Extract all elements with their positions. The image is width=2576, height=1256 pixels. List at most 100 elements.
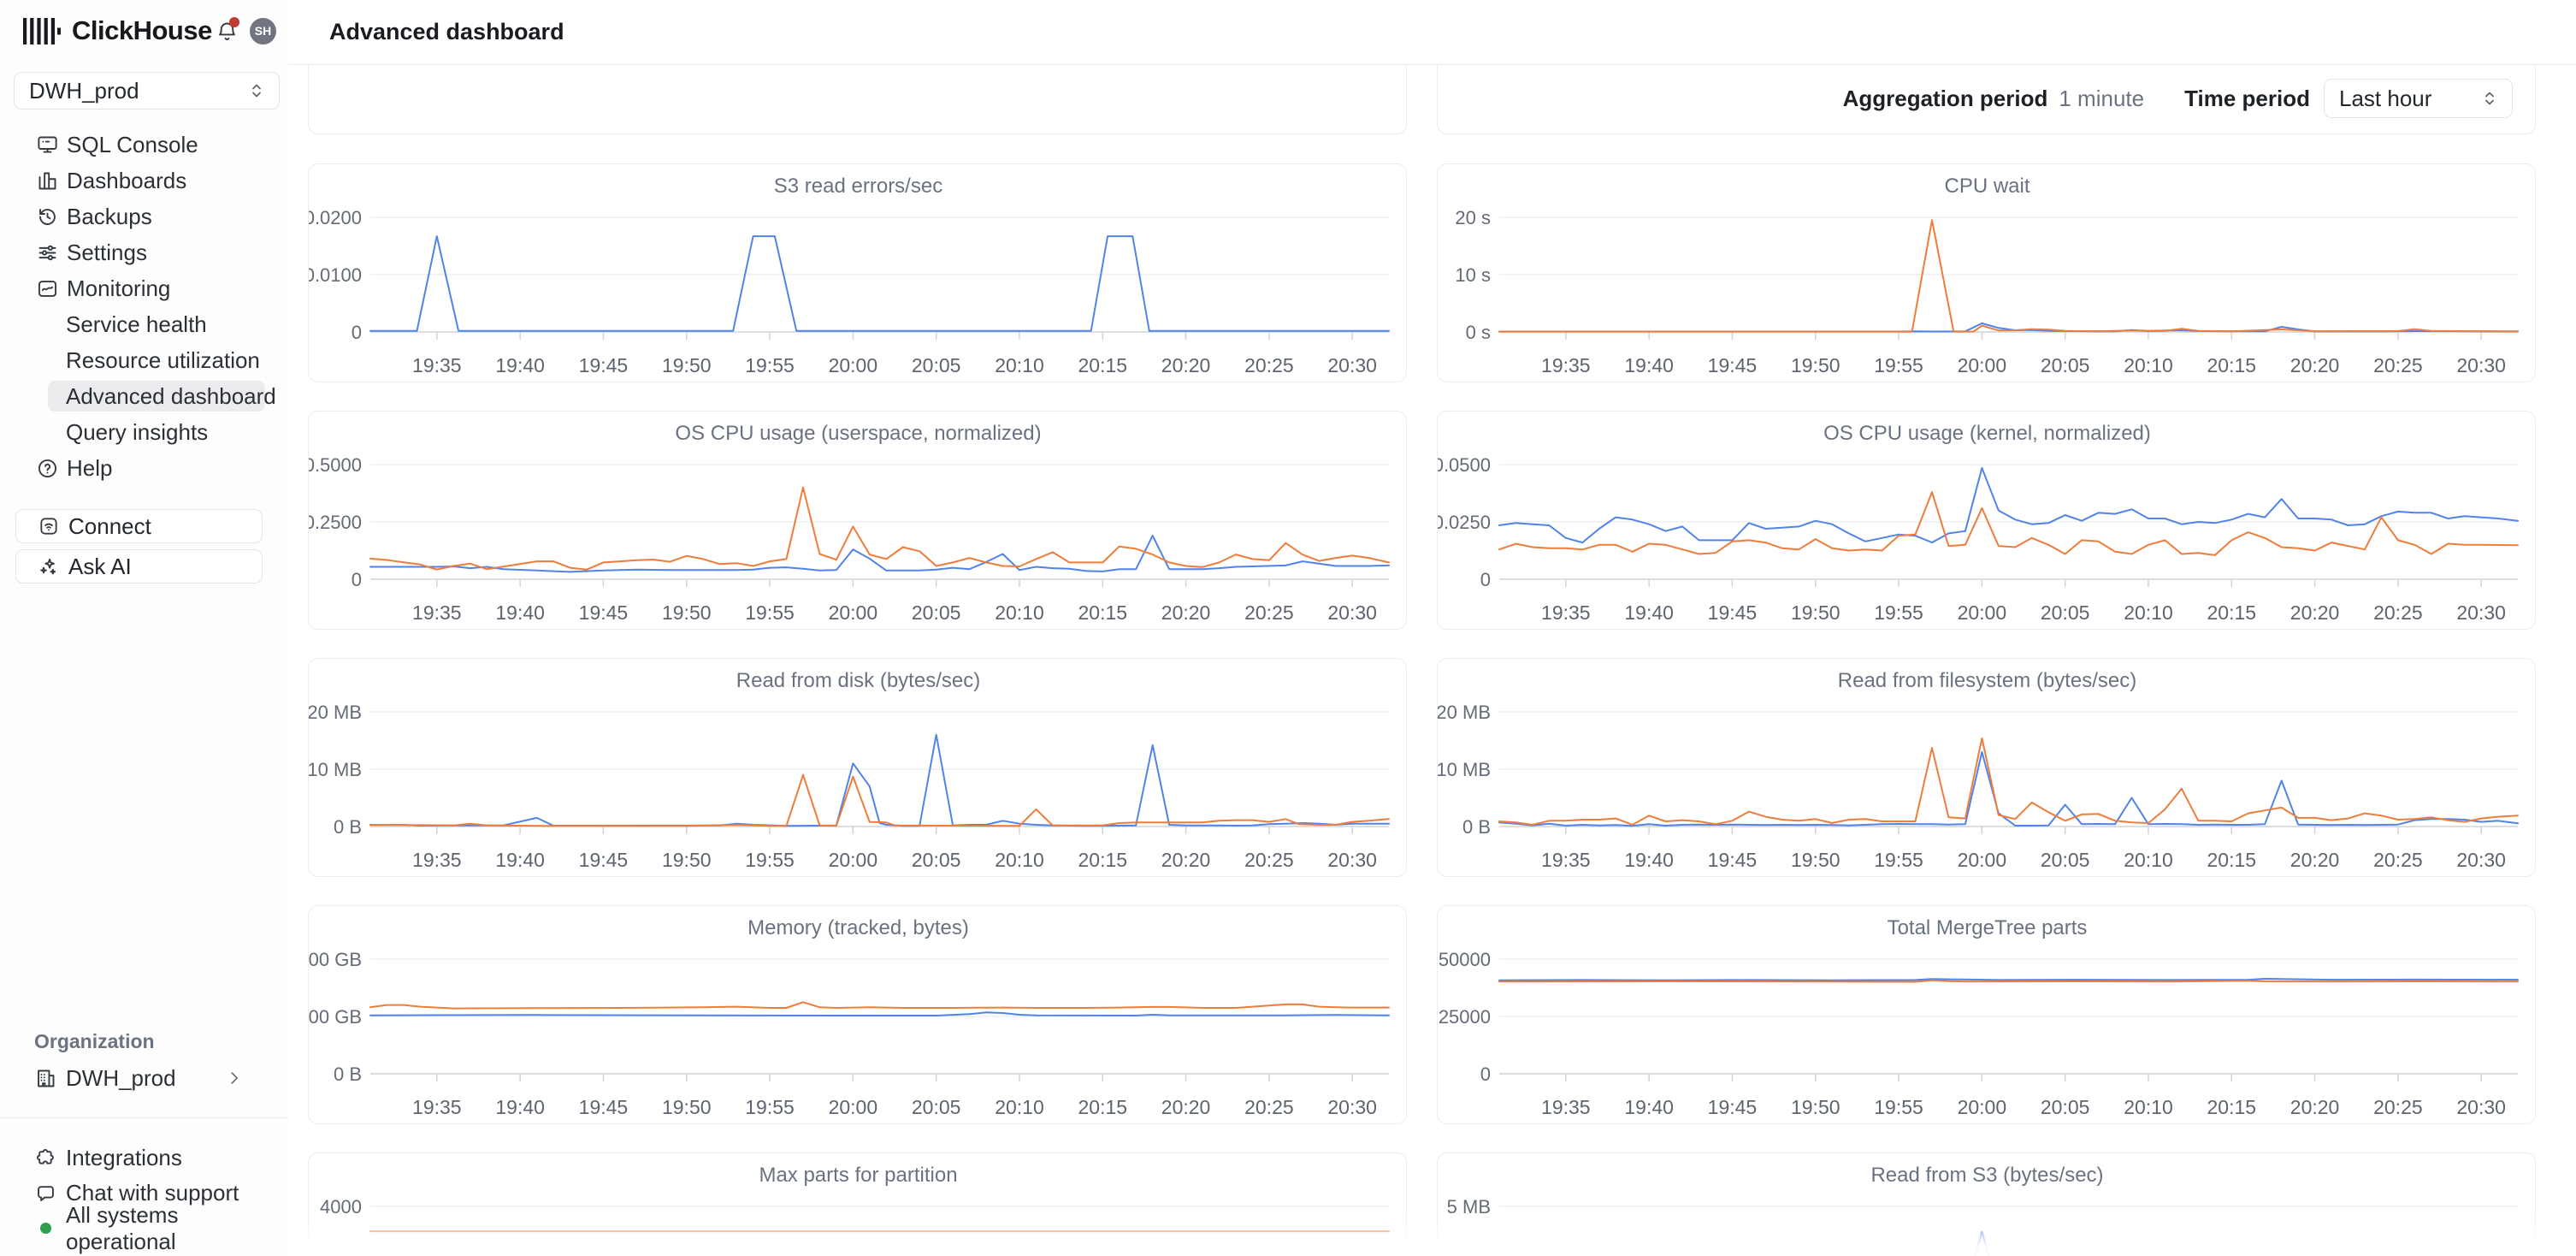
chart-plot-read-from-disk[interactable]: Read from disk (bytes/sec) 20 MB 10 MB 0 B 1… — [309, 659, 1407, 877]
sidebar-footer: Integrations Chat with support All syste… — [0, 1140, 288, 1254]
service-selector[interactable]: DWH_prod — [14, 72, 280, 110]
sidebar-item-query-insights[interactable]: Query insights — [66, 418, 209, 445]
svg-text:20:25: 20:25 — [1244, 849, 1294, 871]
notifications-bell-icon[interactable] — [212, 16, 241, 45]
chart-card-cpu-wait: CPU wait 20 s 10 s 0 s 19:35 19:40 19:45 19:50 1… — [1437, 163, 2536, 382]
page-title: Advanced dashboard — [329, 19, 564, 44]
sidebar-item-service-health[interactable]: Service health — [66, 311, 207, 337]
svg-text:19:35: 19:35 — [1541, 354, 1591, 376]
sidebar-item-settings[interactable]: Settings — [0, 234, 288, 270]
svg-text:20:20: 20:20 — [2290, 849, 2340, 871]
chart-title: Read from S3 (bytes/sec) — [1870, 1164, 2103, 1187]
chart-plot-os-cpu-kernel[interactable]: OS CPU usage (kernel, normalized) 0.0500 0… — [1438, 412, 2536, 630]
series-blue — [369, 535, 1390, 573]
svg-text:20:30: 20:30 — [2456, 601, 2506, 624]
sidebar-divider — [0, 1117, 288, 1118]
sidebar-item-sql-console[interactable]: SQL Console — [0, 127, 288, 163]
series-orange — [1498, 979, 2519, 983]
time-period-select[interactable]: Last hour — [2324, 79, 2513, 118]
system-status-link[interactable]: All systems operational — [0, 1202, 288, 1254]
chart-plot-os-cpu-userspace[interactable]: OS CPU usage (userspace, normalized) 0.50… — [309, 412, 1407, 630]
svg-text:4000: 4000 — [320, 1196, 362, 1217]
svg-text:20:20: 20:20 — [1161, 601, 1211, 624]
aggregation-period-label: Aggregation period — [1842, 85, 2048, 111]
help-icon — [36, 457, 59, 480]
svg-text:19:35: 19:35 — [412, 1096, 462, 1118]
ask-ai-button[interactable]: Ask AI — [15, 549, 263, 584]
chevron-right-icon — [231, 1072, 238, 1084]
sidebar-item-monitoring[interactable]: Monitoring — [0, 270, 288, 306]
chart-plot-total-mergetree-parts[interactable]: Total MergeTree parts 50000 25000 0 19:35 19:… — [1438, 906, 2536, 1124]
svg-text:5 MB: 5 MB — [1447, 1196, 1491, 1217]
chart-plot-read-from-filesystem[interactable]: Read from filesystem (bytes/sec) 20 MB 10 … — [1438, 659, 2536, 877]
sidebar-item-backups[interactable]: Backups — [0, 198, 288, 234]
monitoring-icon — [36, 277, 59, 300]
chart-title: CPU wait — [1944, 175, 2029, 198]
sidebar-nav: SQL Console Dashboards Backups Settings … — [0, 127, 288, 486]
sidebar-item-help[interactable]: Help — [0, 450, 288, 486]
chart-card-os-cpu-userspace: OS CPU usage (userspace, normalized) 0.50… — [308, 411, 1407, 630]
chart-title: Total MergeTree parts — [1888, 916, 2088, 939]
svg-text:20:30: 20:30 — [1327, 354, 1377, 376]
sidebar-header: ClickHouse SH — [23, 14, 276, 48]
connect-button[interactable]: Connect — [15, 509, 263, 543]
svg-text:20 s: 20 s — [1455, 207, 1491, 228]
chat-with-support-link[interactable]: Chat with support — [0, 1176, 288, 1211]
svg-text:0: 0 — [352, 569, 362, 590]
svg-text:20:20: 20:20 — [1161, 1096, 1211, 1118]
svg-text:20:10: 20:10 — [2124, 1096, 2173, 1118]
svg-text:19:40: 19:40 — [1624, 354, 1674, 376]
svg-text:20:30: 20:30 — [2456, 1096, 2506, 1118]
svg-text:19:45: 19:45 — [579, 1096, 629, 1118]
chart-plot-memory-tracked[interactable]: Memory (tracked, bytes) 200 GB 100 GB 0 B 19… — [309, 906, 1407, 1124]
svg-text:20:20: 20:20 — [1161, 849, 1211, 871]
series-orange — [1498, 219, 2519, 333]
svg-text:0: 0 — [1480, 1063, 1491, 1085]
svg-text:19:35: 19:35 — [412, 601, 462, 624]
series-orange — [369, 486, 1390, 571]
svg-text:20:20: 20:20 — [2290, 354, 2340, 376]
sidebar-item-advanced-dashboard[interactable]: Advanced dashboard — [0, 378, 288, 414]
svg-text:20:10: 20:10 — [995, 354, 1044, 376]
svg-text:20:10: 20:10 — [995, 849, 1044, 871]
svg-text:19:55: 19:55 — [1874, 601, 1923, 624]
series-blue — [369, 235, 1390, 332]
svg-text:0.0500: 0.0500 — [1438, 454, 1491, 476]
series-orange — [1498, 491, 2519, 556]
svg-text:20:15: 20:15 — [2207, 849, 2256, 871]
svg-text:0: 0 — [352, 322, 362, 343]
integrations-link[interactable]: Integrations — [0, 1140, 288, 1176]
svg-text:10 MB: 10 MB — [1438, 759, 1491, 780]
svg-text:19:45: 19:45 — [1708, 1096, 1758, 1118]
chat-bubble-icon — [34, 1182, 57, 1205]
svg-text:20:25: 20:25 — [1244, 354, 1294, 376]
svg-text:20:25: 20:25 — [1244, 1096, 1294, 1118]
svg-text:20:10: 20:10 — [2124, 601, 2173, 624]
svg-text:20:00: 20:00 — [1958, 601, 2007, 624]
svg-text:20:25: 20:25 — [2373, 849, 2423, 871]
svg-text:20:10: 20:10 — [2124, 849, 2173, 871]
sidebar-item-resource-utilization[interactable]: Resource utilization — [66, 347, 260, 373]
svg-text:19:35: 19:35 — [1541, 601, 1591, 624]
sidebar-item-dashboards[interactable]: Dashboards — [0, 163, 288, 198]
svg-text:0.0250: 0.0250 — [1438, 512, 1491, 533]
series-orange — [1498, 737, 2519, 826]
sql-console-icon — [36, 133, 59, 157]
svg-text:19:55: 19:55 — [1874, 849, 1923, 871]
user-avatar[interactable]: SH — [250, 17, 276, 44]
svg-text:20:10: 20:10 — [995, 601, 1044, 624]
svg-text:10 MB: 10 MB — [309, 759, 362, 780]
series-blue — [1498, 750, 2519, 827]
clipped-chart-card — [308, 65, 1407, 134]
svg-text:20:15: 20:15 — [2207, 354, 2256, 376]
svg-text:19:40: 19:40 — [495, 1096, 545, 1118]
chart-plot-max-parts-for-partition[interactable]: Max parts for partition4000200019:3519:4… — [309, 1153, 1407, 1256]
organization-switcher[interactable]: DWH_prod — [0, 1060, 288, 1096]
svg-text:19:45: 19:45 — [1708, 849, 1758, 871]
chart-plot-s3-read-errors[interactable]: S3 read errors/sec 0.0200 0.0100 0 19:35 19:4… — [309, 164, 1407, 382]
chart-plot-read-from-s3[interactable]: Read from S3 (bytes/sec)5 MB2.5 MB19:351… — [1438, 1153, 2536, 1256]
chart-plot-cpu-wait[interactable]: CPU wait 20 s 10 s 0 s 19:35 19:40 19:45 19:50 1… — [1438, 164, 2536, 382]
main-area: Advanced dashboard Aggregation period 1 … — [288, 0, 2576, 1256]
puzzle-icon — [34, 1146, 57, 1170]
svg-text:20:30: 20:30 — [1327, 849, 1377, 871]
